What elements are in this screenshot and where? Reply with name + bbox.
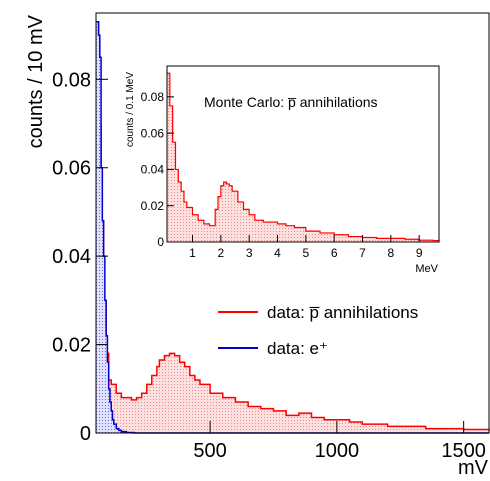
inset-y-tick-label: 0.06	[141, 126, 165, 140]
inset-y-axis-title: counts / 0.1 MeV	[125, 72, 136, 147]
inset-axis-ticks: 1 2 3 4 5 6 7 8 9 0 0.02 0.04 0.06 0.08	[141, 90, 423, 260]
main-y-tick-label: 0.06	[52, 158, 91, 180]
legend-label-positron: data: e⁺	[267, 339, 328, 358]
inset-x-tick-label: 9	[416, 246, 423, 260]
inset-x-tick-label: 1	[189, 246, 196, 260]
legend: data: p̅ annihilations data: e⁺	[218, 303, 418, 358]
main-y-tick-label: 0.08	[52, 69, 91, 91]
x-axis-title: mV	[458, 457, 489, 479]
main-x-tick-label: 1000	[315, 440, 360, 462]
inset-background	[167, 66, 439, 242]
inset-plot-frame	[166, 65, 440, 243]
inset-x-tick-label: 6	[331, 246, 338, 260]
main-chart: 500 1000 1500 0 0.02 0.04 0.06 0.08 counts / 10…	[25, 12, 490, 479]
inset-chart: 1 2 3 4 5 6 7 8 9 0 0.02 0.04 0.06 0.08 Monte Carlo: …	[125, 65, 440, 275]
inset-title: Monte Carlo: p̅ annihilations	[204, 94, 378, 110]
inset-series-0-line	[167, 72, 440, 242]
inset-y-tick-label: 0.08	[141, 90, 165, 104]
main-axis-ticks: 500 1000 1500 0 0.02 0.04 0.06 0.08	[52, 69, 486, 462]
main-x-tick-label: 1500	[441, 440, 486, 462]
main-y-tick-label: 0.04	[52, 246, 91, 268]
main-y-tick-label: 0	[80, 423, 91, 445]
inset-series-layer	[167, 72, 440, 243]
inset-x-tick-label: 2	[217, 246, 224, 260]
inset-x-tick-label: 4	[274, 246, 281, 260]
inset-x-tick-label: 5	[302, 246, 309, 260]
inset-x-tick-label: 8	[387, 246, 394, 260]
inset-y-tick-label: 0	[157, 235, 164, 249]
inset-x-axis-title: MeV	[415, 263, 438, 275]
main-x-tick-label: 500	[193, 440, 226, 462]
main-series-1-line	[96, 21, 489, 434]
inset-series-0-fill	[167, 73, 439, 243]
main-plot-frame	[95, 12, 490, 434]
main-y-tick-label: 0.02	[52, 335, 91, 357]
inset-y-tick-label: 0.04	[141, 163, 165, 177]
legend-label-pbar: data: p̅ annihilations	[267, 303, 418, 322]
main-series-0-line	[96, 21, 490, 431]
inset-x-tick-label: 7	[359, 246, 366, 260]
y-axis-title: counts / 10 mV	[25, 14, 47, 148]
inset-x-tick-label: 3	[246, 246, 253, 260]
inset-y-tick-label: 0.02	[141, 199, 165, 213]
main-series-layer	[96, 21, 490, 434]
